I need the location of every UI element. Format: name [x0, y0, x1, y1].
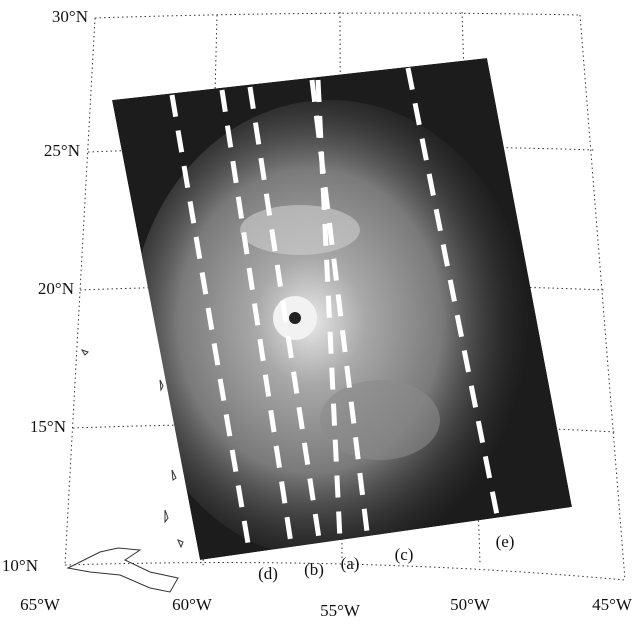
satellite-image: [112, 58, 572, 560]
swath-label: (c): [395, 545, 414, 564]
latitude-label: 25°N: [44, 141, 80, 160]
longitude-label: 60°W: [172, 595, 213, 614]
map: 30°N 25°N 20°N 15°N 10°N 65°W 60°W 55°W 50°W 45°W…: [0, 0, 638, 635]
longitude-label: 45°W: [592, 595, 633, 614]
longitude-label: 65°W: [20, 595, 61, 614]
longitude-label: 50°W: [450, 595, 491, 614]
swath-label: (a): [341, 554, 360, 573]
swath-label: (e): [496, 532, 515, 551]
latitude-label: 30°N: [52, 7, 88, 26]
coastline: [68, 350, 183, 592]
latitude-label: 20°N: [38, 279, 74, 298]
latitude-label: 10°N: [2, 556, 38, 575]
longitude-label: 55°W: [320, 601, 361, 620]
swath-label: (b): [304, 560, 324, 579]
latitude-label: 15°N: [30, 417, 66, 436]
swath-label: (d): [258, 564, 278, 583]
